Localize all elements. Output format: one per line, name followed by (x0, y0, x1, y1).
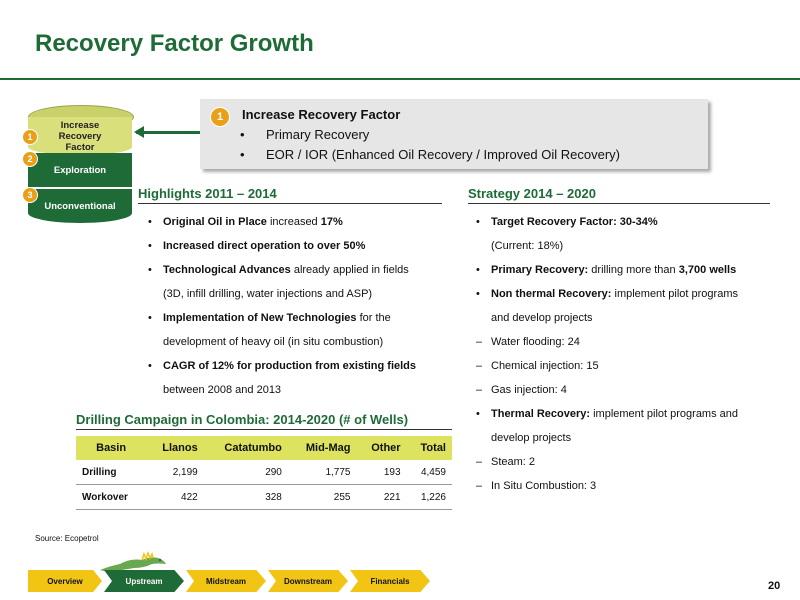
strategy-list: Target Recovery Factor: 30-34% (Current:… (476, 210, 776, 498)
table-cell: 290 (203, 460, 288, 485)
barrel-segment-exploration: 2 Exploration (22, 151, 132, 187)
list-item: Non thermal Recovery: implement pilot pr… (476, 282, 776, 306)
column-header: Mid-Mag (287, 436, 357, 460)
barrel-segment-unconventional: 3 Unconventional (22, 187, 132, 223)
table-cell: 221 (356, 484, 407, 510)
callout-item: Primary Recovery (240, 125, 620, 145)
column-header: Catatumbo (203, 436, 288, 460)
iguana-logo-icon (100, 550, 166, 572)
recovery-barrel: 1 Increase Recovery Factor 2 Exploration… (22, 105, 134, 223)
table-cell: 328 (203, 484, 288, 510)
table-cell: Drilling (76, 460, 147, 485)
list-item-continuation: and develop projects (491, 312, 593, 324)
list-item: Technological Advances already applied i… (148, 258, 448, 282)
source-note: Source: Ecopetrol (35, 534, 99, 543)
highlights-heading: Highlights 2011 – 2014 (138, 186, 442, 204)
arrow-line (136, 131, 202, 134)
nav-midstream[interactable]: Midstream (186, 570, 266, 592)
segment-number-badge: 1 (22, 129, 38, 145)
list-item: Implementation of New Technologies for t… (148, 306, 448, 330)
table-cell: 2,199 (146, 460, 204, 485)
list-item-continuation: development of heavy oil (in situ combus… (163, 336, 384, 348)
title-divider (0, 78, 800, 80)
callout-title: Increase Recovery Factor (242, 107, 401, 122)
list-item-continuation: (3D, infill drilling, water injections a… (163, 288, 373, 300)
sub-list-item: Steam: 2 (476, 450, 776, 474)
segment-label: Increase Recovery Factor (58, 119, 102, 153)
list-item-continuation: develop projects (491, 432, 572, 444)
table-header-row: Basin Llanos Catatumbo Mid-Mag Other Tot… (76, 436, 452, 460)
strategy-heading: Strategy 2014 – 2020 (468, 186, 770, 204)
drilling-table: Basin Llanos Catatumbo Mid-Mag Other Tot… (76, 436, 452, 510)
table-cell: 422 (146, 484, 204, 510)
highlights-list: Original Oil in Place increased 17% Incr… (148, 210, 448, 402)
nav-financials[interactable]: Financials (350, 570, 430, 592)
drilling-heading: Drilling Campaign in Colombia: 2014-2020… (76, 412, 452, 430)
callout-number-badge: 1 (210, 107, 230, 127)
column-header: Total (406, 436, 452, 460)
table-row: Drilling 2,199 290 1,775 193 4,459 (76, 460, 452, 485)
barrel-segment-recovery: 1 Increase Recovery Factor (22, 117, 132, 155)
sub-list-item: In Situ Combustion: 3 (476, 474, 776, 498)
nav-upstream[interactable]: Upstream (104, 570, 184, 592)
nav-downstream[interactable]: Downstream (268, 570, 348, 592)
sub-list-item: Gas injection: 4 (476, 378, 776, 402)
arrow-left-icon (134, 126, 144, 138)
table-cell: Workover (76, 484, 147, 510)
table-cell: 255 (287, 484, 357, 510)
column-header: Basin (76, 436, 147, 460)
list-item: Primary Recovery: drilling more than 3,7… (476, 258, 776, 282)
table-cell: 1,775 (287, 460, 357, 485)
list-item: Increased direct operation to over 50% (148, 234, 448, 258)
list-item: CAGR of 12% for production from existing… (148, 354, 448, 378)
section-nav: Overview Upstream Midstream Downstream F… (28, 570, 432, 592)
column-header: Other (356, 436, 407, 460)
callout-list: Primary Recovery EOR / IOR (Enhanced Oil… (240, 125, 620, 165)
column-header: Llanos (146, 436, 204, 460)
segment-label: Exploration (53, 164, 107, 176)
page-number: 20 (768, 580, 781, 592)
list-item: Thermal Recovery: implement pilot progra… (476, 402, 776, 426)
list-item-continuation: (Current: 18%) (491, 240, 564, 252)
sub-list-item: Chemical injection: 15 (476, 354, 776, 378)
list-item: Target Recovery Factor: 30-34% (476, 210, 776, 234)
page-title: Recovery Factor Growth (35, 30, 314, 57)
list-item: Original Oil in Place increased 17% (148, 210, 448, 234)
segment-number-badge: 2 (22, 151, 38, 167)
callout-item: EOR / IOR (Enhanced Oil Recovery / Impro… (240, 145, 620, 165)
list-item-continuation: between 2008 and 2013 (163, 384, 282, 396)
table-cell: 4,459 (406, 460, 452, 485)
sub-list-item: Water flooding: 24 (476, 330, 776, 354)
recovery-callout: 1 Increase Recovery Factor Primary Recov… (200, 99, 708, 169)
nav-overview[interactable]: Overview (28, 570, 102, 592)
segment-number-badge: 3 (22, 187, 38, 203)
table-cell: 1,226 (406, 484, 452, 510)
segment-label: Unconventional (44, 200, 116, 212)
table-cell: 193 (356, 460, 407, 485)
table-row: Workover 422 328 255 221 1,226 (76, 484, 452, 510)
